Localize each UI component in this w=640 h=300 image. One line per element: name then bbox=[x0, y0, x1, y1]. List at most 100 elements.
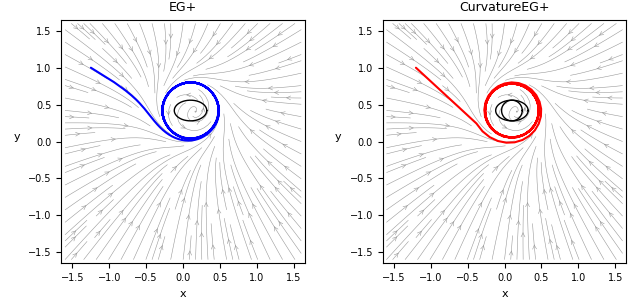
FancyArrowPatch shape bbox=[457, 225, 461, 230]
FancyArrowPatch shape bbox=[274, 226, 278, 231]
FancyArrowPatch shape bbox=[413, 87, 417, 91]
FancyArrowPatch shape bbox=[609, 56, 613, 60]
FancyArrowPatch shape bbox=[195, 220, 199, 225]
FancyArrowPatch shape bbox=[253, 204, 256, 208]
FancyArrowPatch shape bbox=[72, 231, 76, 235]
FancyArrowPatch shape bbox=[390, 85, 395, 89]
FancyArrowPatch shape bbox=[400, 61, 404, 64]
FancyArrowPatch shape bbox=[159, 245, 163, 250]
FancyArrowPatch shape bbox=[108, 193, 113, 197]
FancyArrowPatch shape bbox=[97, 153, 102, 157]
FancyArrowPatch shape bbox=[439, 158, 444, 162]
FancyArrowPatch shape bbox=[409, 126, 413, 130]
FancyArrowPatch shape bbox=[534, 32, 538, 36]
FancyArrowPatch shape bbox=[113, 58, 117, 63]
FancyArrowPatch shape bbox=[401, 25, 406, 29]
FancyArrowPatch shape bbox=[79, 61, 83, 64]
FancyArrowPatch shape bbox=[124, 87, 128, 91]
FancyArrowPatch shape bbox=[568, 29, 573, 34]
FancyArrowPatch shape bbox=[543, 189, 547, 194]
FancyArrowPatch shape bbox=[164, 40, 168, 44]
FancyArrowPatch shape bbox=[417, 231, 422, 236]
FancyArrowPatch shape bbox=[287, 56, 292, 60]
FancyArrowPatch shape bbox=[410, 56, 414, 60]
FancyArrowPatch shape bbox=[278, 180, 282, 185]
FancyArrowPatch shape bbox=[119, 45, 123, 49]
FancyArrowPatch shape bbox=[433, 138, 437, 141]
FancyArrowPatch shape bbox=[599, 32, 604, 35]
FancyArrowPatch shape bbox=[176, 51, 180, 56]
FancyArrowPatch shape bbox=[445, 123, 449, 127]
FancyArrowPatch shape bbox=[581, 185, 586, 190]
FancyArrowPatch shape bbox=[189, 39, 193, 44]
FancyArrowPatch shape bbox=[188, 251, 191, 255]
FancyArrowPatch shape bbox=[549, 188, 553, 192]
FancyArrowPatch shape bbox=[129, 221, 132, 226]
FancyArrowPatch shape bbox=[154, 229, 157, 233]
FancyArrowPatch shape bbox=[96, 80, 100, 83]
FancyArrowPatch shape bbox=[228, 188, 232, 192]
FancyArrowPatch shape bbox=[81, 206, 86, 210]
FancyArrowPatch shape bbox=[286, 96, 291, 100]
FancyArrowPatch shape bbox=[74, 25, 78, 29]
FancyArrowPatch shape bbox=[570, 62, 575, 66]
FancyArrowPatch shape bbox=[172, 166, 177, 171]
FancyArrowPatch shape bbox=[612, 188, 616, 192]
FancyArrowPatch shape bbox=[157, 234, 161, 239]
FancyArrowPatch shape bbox=[285, 166, 289, 170]
FancyArrowPatch shape bbox=[79, 25, 84, 29]
FancyArrowPatch shape bbox=[510, 39, 514, 44]
FancyArrowPatch shape bbox=[275, 121, 280, 124]
FancyArrowPatch shape bbox=[479, 234, 483, 239]
Title: CurvatureEG+: CurvatureEG+ bbox=[460, 2, 550, 14]
FancyArrowPatch shape bbox=[609, 212, 613, 217]
FancyArrowPatch shape bbox=[445, 87, 449, 91]
FancyArrowPatch shape bbox=[409, 111, 413, 115]
FancyArrowPatch shape bbox=[393, 231, 397, 235]
FancyArrowPatch shape bbox=[508, 215, 511, 219]
FancyArrowPatch shape bbox=[186, 215, 190, 219]
FancyArrowPatch shape bbox=[602, 112, 607, 116]
FancyArrowPatch shape bbox=[515, 48, 518, 53]
FancyArrowPatch shape bbox=[443, 218, 447, 223]
FancyArrowPatch shape bbox=[250, 37, 254, 41]
X-axis label: x: x bbox=[180, 289, 186, 298]
FancyArrowPatch shape bbox=[589, 161, 593, 166]
FancyArrowPatch shape bbox=[80, 165, 84, 168]
Title: EG+: EG+ bbox=[169, 2, 197, 14]
FancyArrowPatch shape bbox=[597, 121, 602, 124]
FancyArrowPatch shape bbox=[414, 188, 419, 192]
FancyArrowPatch shape bbox=[122, 218, 126, 223]
FancyArrowPatch shape bbox=[234, 245, 238, 250]
FancyArrowPatch shape bbox=[556, 245, 559, 250]
FancyArrowPatch shape bbox=[419, 153, 424, 157]
FancyArrowPatch shape bbox=[548, 239, 552, 244]
FancyArrowPatch shape bbox=[426, 105, 431, 109]
FancyArrowPatch shape bbox=[288, 212, 292, 217]
FancyArrowPatch shape bbox=[468, 50, 472, 55]
FancyArrowPatch shape bbox=[476, 229, 479, 233]
FancyArrowPatch shape bbox=[166, 111, 170, 115]
FancyArrowPatch shape bbox=[124, 123, 128, 127]
FancyArrowPatch shape bbox=[119, 73, 124, 77]
FancyArrowPatch shape bbox=[187, 93, 191, 97]
FancyArrowPatch shape bbox=[88, 126, 92, 130]
FancyArrowPatch shape bbox=[538, 209, 542, 214]
FancyArrowPatch shape bbox=[147, 50, 151, 55]
FancyArrowPatch shape bbox=[129, 46, 132, 51]
FancyArrowPatch shape bbox=[572, 240, 575, 245]
FancyArrowPatch shape bbox=[450, 221, 454, 226]
FancyArrowPatch shape bbox=[500, 190, 504, 194]
FancyArrowPatch shape bbox=[419, 210, 424, 214]
FancyArrowPatch shape bbox=[201, 108, 205, 112]
FancyArrowPatch shape bbox=[488, 111, 492, 115]
FancyArrowPatch shape bbox=[275, 187, 279, 192]
FancyArrowPatch shape bbox=[275, 91, 278, 94]
FancyArrowPatch shape bbox=[136, 225, 140, 230]
FancyArrowPatch shape bbox=[525, 202, 529, 207]
FancyArrowPatch shape bbox=[401, 165, 406, 168]
FancyArrowPatch shape bbox=[111, 138, 115, 141]
FancyArrowPatch shape bbox=[481, 245, 484, 250]
FancyArrowPatch shape bbox=[291, 188, 295, 192]
FancyArrowPatch shape bbox=[509, 251, 513, 255]
